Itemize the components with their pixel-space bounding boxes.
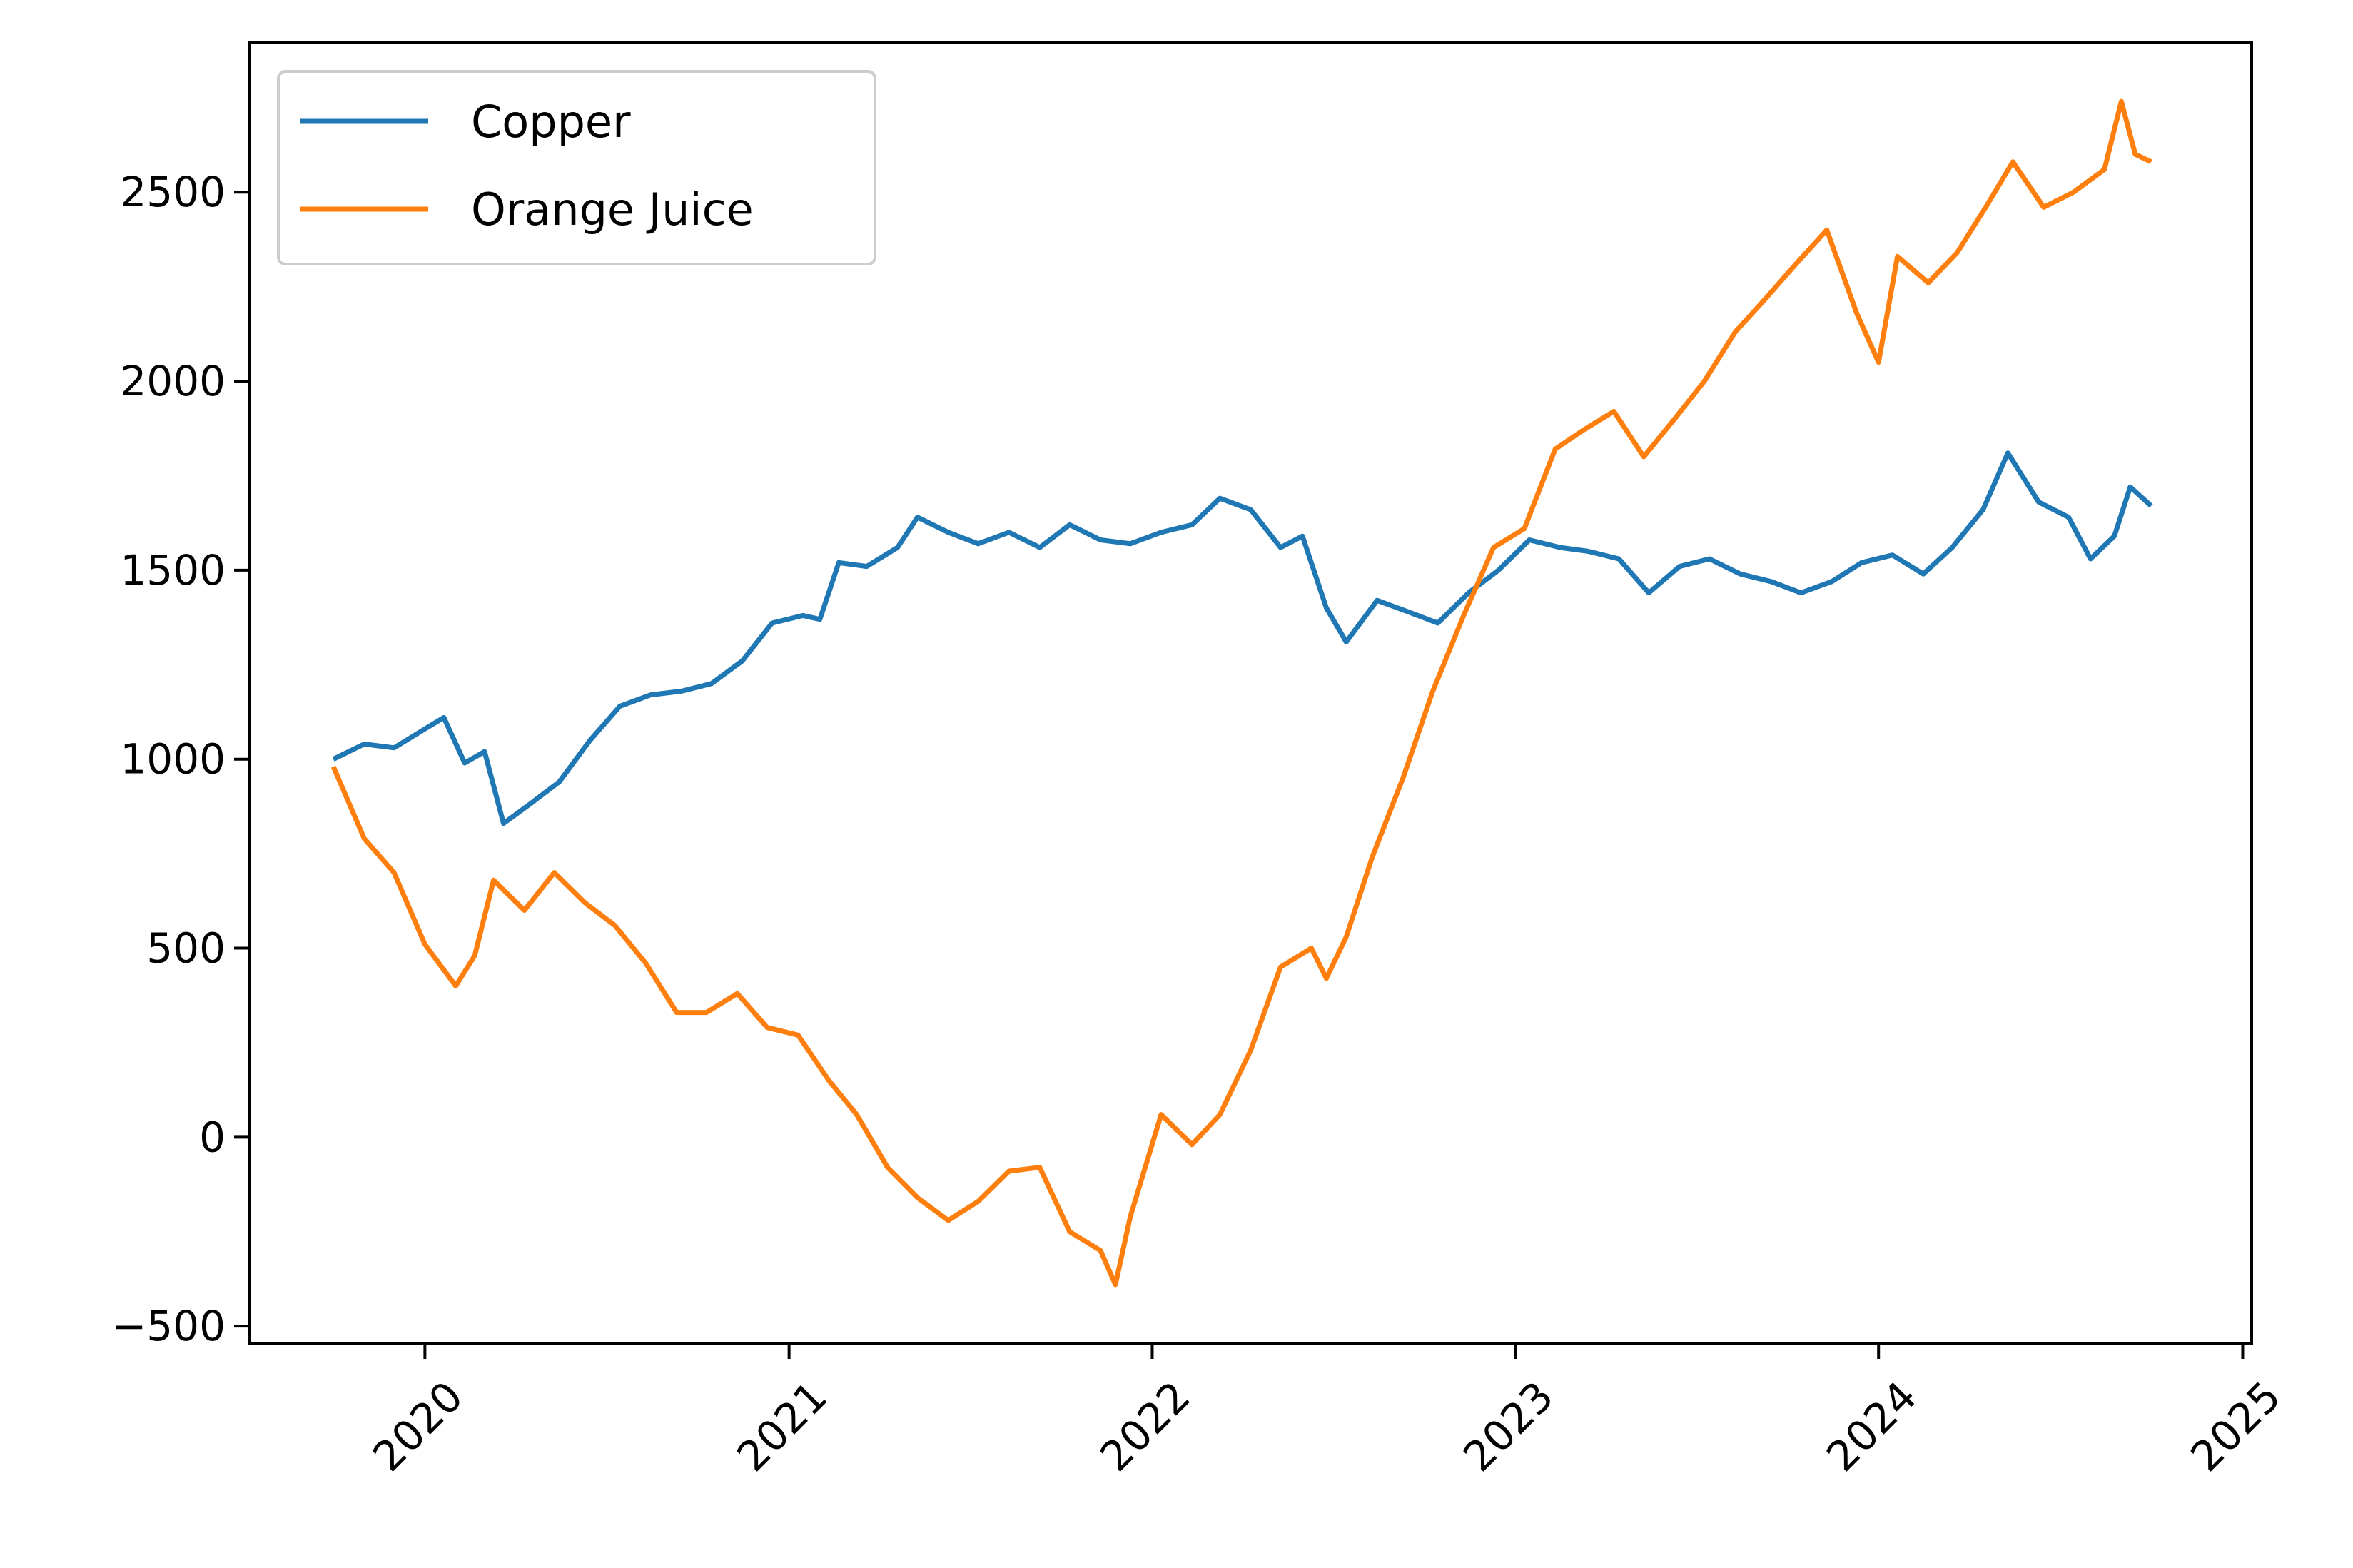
- legend-entry-copper: Copper: [300, 96, 631, 148]
- plot-frame: [248, 41, 2253, 1345]
- series-line-copper: [332, 450, 2153, 826]
- y-tick-500: 500: [146, 924, 250, 973]
- y-tick-1000: 1000: [120, 735, 250, 784]
- y-tick-label: 1500: [120, 546, 226, 595]
- y-tick-label: 1000: [120, 735, 226, 784]
- y-tick-2500: 2500: [120, 168, 250, 216]
- y-tick-1500: 1500: [120, 546, 250, 595]
- y-tick-label: −500: [112, 1302, 226, 1350]
- series-layer: [330, 98, 2153, 1288]
- y-tick-2000: 2000: [120, 357, 250, 405]
- y-tick-minus-500: −500: [112, 1302, 250, 1350]
- y-tick-label: 2000: [120, 357, 226, 405]
- legend-label-orange-juice: Orange Juice: [471, 183, 754, 236]
- y-tick-label: 500: [146, 924, 226, 973]
- legend-entry-orange-juice: Orange Juice: [300, 183, 754, 236]
- y-tick-0: 0: [199, 1113, 250, 1161]
- y-axis: −500 0 500 1000 1500 2000: [112, 168, 250, 1350]
- legend: Copper Orange Juice: [277, 70, 876, 265]
- y-tick-label: 2500: [120, 168, 226, 216]
- series-line-orange-juice: [330, 98, 2152, 1288]
- y-tick-label: 0: [199, 1113, 226, 1161]
- legend-label-copper: Copper: [471, 96, 631, 148]
